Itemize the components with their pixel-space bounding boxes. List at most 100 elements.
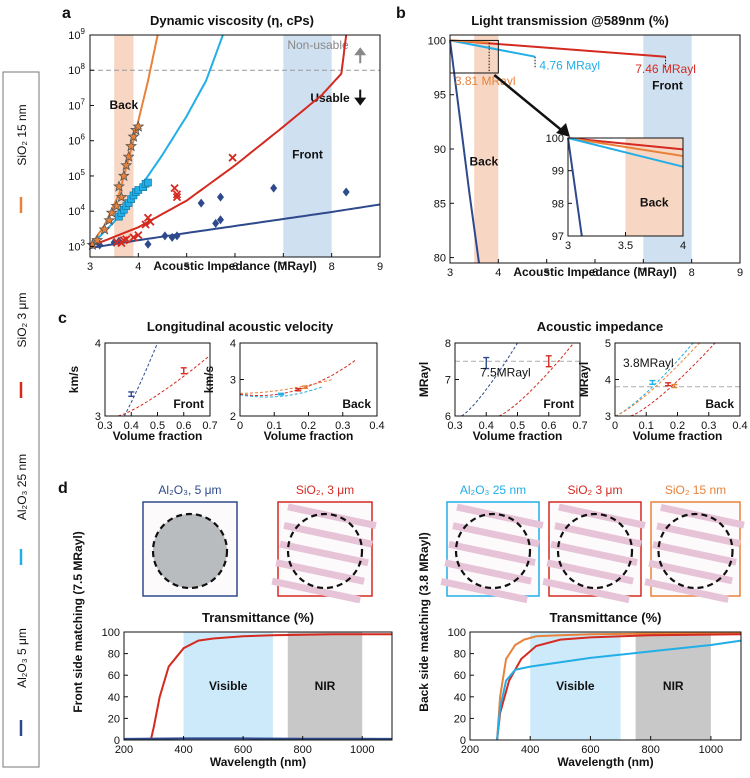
y-tick-label: 40 xyxy=(108,692,120,704)
panel-c1-side-label: Front xyxy=(173,397,204,411)
curve-group xyxy=(240,359,357,398)
error-bar-point xyxy=(302,385,309,389)
band-label-visible: Visible xyxy=(556,679,595,693)
x-tick-label: 9 xyxy=(377,261,383,273)
panel-c2-side-label: Back xyxy=(342,397,371,411)
legend-label: SiO₂ 3 μm xyxy=(15,293,29,348)
photo-title: Al₂O₃ 25 nm xyxy=(460,483,526,497)
data-point-x xyxy=(146,217,155,226)
y-tick-label: 100 xyxy=(428,35,446,47)
zoom-arrow-head-icon xyxy=(556,123,570,137)
y-tick-label: 105 xyxy=(68,168,85,183)
zoom-arrow-line xyxy=(493,74,566,134)
end-label: 4.76 MRayl xyxy=(539,59,600,73)
y-tick-label: 90 xyxy=(434,144,446,156)
photo-print-stripe xyxy=(287,503,377,530)
panel-c4-ylabel: MRayl xyxy=(577,362,591,397)
y-tick-label: 0 xyxy=(460,735,466,747)
photo-print-stripe xyxy=(550,540,638,566)
x-tick-label: 6 xyxy=(592,267,598,279)
y-tick-label: 3 xyxy=(605,411,611,423)
panel-b-title: Light transmission @589nm (%) xyxy=(471,13,669,28)
x-tick-label: 0.3 xyxy=(701,420,716,432)
x-tick-label: 5 xyxy=(544,267,550,279)
y-tick-label: 5 xyxy=(605,338,611,350)
x-tick-label: 0.1 xyxy=(639,420,654,432)
opaque-disc xyxy=(153,514,227,588)
data-point-diamond xyxy=(212,218,220,228)
y-tick-label: 4 xyxy=(95,338,101,350)
y-tick-label: 20 xyxy=(454,713,466,725)
model-curve-dashed xyxy=(240,359,357,396)
fit-curve-diamond xyxy=(89,203,381,249)
photo-print-stripe xyxy=(644,578,729,603)
panel-d: d Al₂O₃, 5 μm SiO₂, 3 μm Al₂O₃ 25 nm SiO₂ 3 … xyxy=(58,480,745,769)
data-point-diamond xyxy=(217,192,224,202)
y-tick-label: 4 xyxy=(605,375,611,387)
band-nir xyxy=(287,632,363,740)
x-tick-label: 0.4 xyxy=(124,420,139,432)
sample-photo xyxy=(440,501,544,604)
y-tick-label: 98 xyxy=(552,198,564,210)
y-tick-label: 8 xyxy=(445,338,451,350)
x-tick-label: 800 xyxy=(293,744,311,756)
panel-c4-xlabel: Volume fraction xyxy=(633,429,723,443)
x-tick-label: 0.5 xyxy=(150,420,165,432)
panel-a-title: Dynamic viscosity (η, cPs) xyxy=(150,13,314,28)
photo-print-stripe xyxy=(554,522,642,548)
end-label: 7.46 MRayl xyxy=(635,62,696,76)
sample-photo xyxy=(644,501,745,603)
spectrum-line xyxy=(496,632,742,741)
curve-group xyxy=(461,343,575,416)
threshold-label-nonusable: Non-usable xyxy=(287,38,349,52)
band-label-front: Front xyxy=(292,147,323,161)
x-tick-label: 0.6 xyxy=(541,420,556,432)
legend-label: Al₂O₃ 5 μm xyxy=(15,628,29,688)
sample-photo xyxy=(271,501,377,604)
x-tick-label: 4 xyxy=(680,240,686,252)
x-tick-label: 0.2 xyxy=(301,420,316,432)
error-bar-point xyxy=(180,367,187,375)
x-tick-label: 7 xyxy=(280,261,286,273)
x-tick-label: 200 xyxy=(115,744,133,756)
data-point-star xyxy=(122,150,135,162)
y-tick-label: 80 xyxy=(434,253,446,265)
legend-label: Al₂O₃ 25 nm xyxy=(15,454,29,520)
model-curve-dashed xyxy=(123,343,158,416)
x-tick-label: 400 xyxy=(521,744,539,756)
panel-a: a Dynamic viscosity (η, cPs) Back Front Non-… xyxy=(62,5,383,273)
data-point-star xyxy=(113,180,125,192)
disc-outline xyxy=(151,512,229,590)
panel-letter-a: a xyxy=(62,5,71,22)
panel-c4-side-label: Back xyxy=(705,397,734,411)
data-point-diamond xyxy=(168,232,176,242)
y-tick-label: 109 xyxy=(68,27,85,42)
band-visible xyxy=(183,632,273,740)
photo-print-stripe xyxy=(275,559,365,585)
y-tick-label: 100 xyxy=(546,133,564,145)
x-tick-label: 4 xyxy=(495,267,501,279)
x-tick-label: 8 xyxy=(329,261,335,273)
data-point-x xyxy=(129,233,138,242)
y-tick-label: 99 xyxy=(552,166,564,178)
panel-c1-ylabel: km/s xyxy=(67,366,81,394)
data-point-star xyxy=(103,213,116,226)
side-matching-label: Back side matching (3.8 MRayl) xyxy=(417,532,431,711)
data-point-x xyxy=(228,153,237,162)
x-tick-label: 7 xyxy=(640,267,646,279)
data-point-x xyxy=(134,230,143,240)
panel-letter-b: b xyxy=(396,5,406,22)
data-point-star xyxy=(91,233,104,246)
data-point-diamond xyxy=(110,237,118,247)
y-tick-label: 104 xyxy=(68,203,85,218)
data-point-diamond xyxy=(144,239,152,249)
y-tick-label: 107 xyxy=(68,97,85,112)
data-point-x xyxy=(172,193,182,202)
spectrum-frame xyxy=(123,631,393,741)
inset-line xyxy=(567,137,684,168)
spectrum-line xyxy=(496,639,742,741)
x-tick-label: 0.4 xyxy=(369,420,384,432)
y-tick-label: 100 xyxy=(102,627,120,639)
photo-title: SiO₂ 3 μm xyxy=(568,483,623,497)
y-tick-label: 103 xyxy=(68,238,85,253)
